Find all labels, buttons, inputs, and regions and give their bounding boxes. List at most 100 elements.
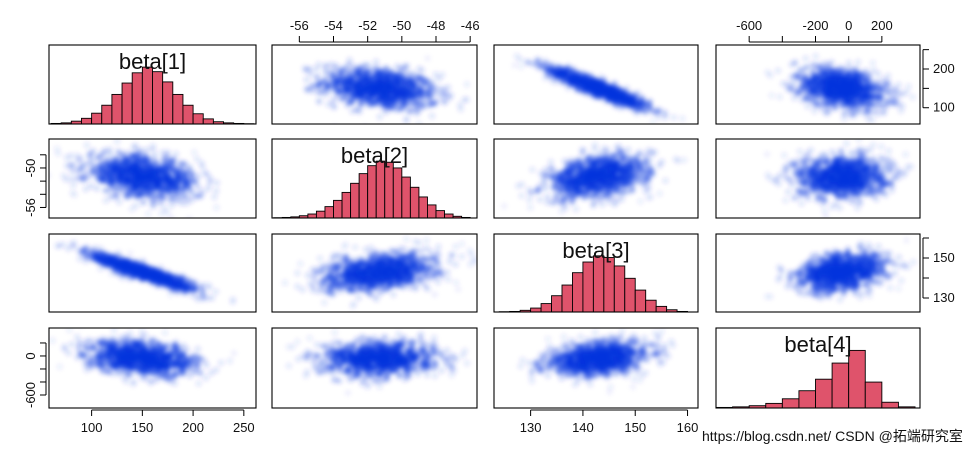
density-point — [163, 159, 171, 166]
density-point — [92, 169, 99, 176]
density-point — [349, 75, 356, 83]
density-point — [331, 84, 338, 92]
density-point — [302, 66, 309, 74]
density-point — [815, 63, 822, 70]
diagonal-label-beta1: beta[1] — [119, 49, 186, 74]
density-point — [826, 62, 834, 70]
density-point — [181, 171, 188, 179]
histogram-bar — [392, 167, 403, 218]
density-point — [869, 59, 876, 67]
density-point — [850, 112, 858, 119]
density-point — [77, 155, 85, 162]
density-point — [517, 63, 525, 70]
density-point — [205, 185, 212, 192]
density-point — [81, 174, 89, 181]
density-point — [134, 163, 141, 171]
density-point — [357, 100, 364, 107]
density-point — [148, 162, 156, 170]
density-point — [88, 159, 95, 167]
density-point — [527, 204, 534, 211]
density-point — [415, 73, 422, 80]
density-point — [308, 82, 316, 89]
density-point — [795, 88, 802, 95]
density-point — [141, 172, 149, 179]
density-point — [606, 167, 614, 174]
histogram-bar — [162, 81, 174, 124]
density-point — [566, 78, 573, 85]
density-point — [314, 73, 321, 80]
histogram-bar — [409, 186, 420, 218]
density-point — [841, 78, 848, 86]
density-point — [619, 96, 627, 103]
density-point — [625, 91, 632, 99]
density-point — [140, 151, 148, 158]
density-point — [199, 163, 206, 170]
density-point — [633, 110, 641, 117]
density-point — [610, 184, 617, 192]
density-point — [840, 84, 847, 92]
density-point — [388, 97, 396, 105]
density-point — [804, 77, 812, 85]
density-beta1-vs-beta4 — [764, 53, 916, 124]
density-point — [602, 171, 609, 179]
density-point — [624, 179, 631, 186]
density-beta2-vs-beta3 — [501, 141, 688, 215]
density-point — [161, 205, 168, 213]
density-point — [605, 90, 612, 98]
density-point — [656, 190, 663, 197]
density-point — [180, 180, 188, 188]
density-point — [206, 179, 213, 186]
density-point — [575, 69, 583, 77]
density-point — [575, 77, 583, 84]
density-point — [112, 161, 119, 168]
density-point — [877, 97, 884, 104]
density-point — [403, 62, 410, 70]
panel-border — [48, 138, 257, 219]
density-point — [315, 98, 323, 105]
density-point — [83, 142, 90, 149]
density-point — [320, 79, 328, 86]
density-point — [178, 199, 185, 207]
histogram-bar — [350, 182, 360, 218]
density-point — [662, 177, 669, 184]
density-point — [169, 184, 177, 191]
density-point — [559, 174, 566, 181]
density-point — [680, 156, 688, 164]
density-point — [637, 172, 644, 180]
density-point — [845, 59, 853, 67]
density-point — [611, 86, 618, 93]
density-point — [865, 115, 872, 123]
density-point — [598, 80, 605, 88]
density-point — [547, 158, 555, 166]
density-point — [307, 70, 315, 78]
density-point — [413, 110, 421, 117]
density-point — [115, 198, 123, 206]
density-point — [381, 80, 389, 88]
density-point — [798, 66, 805, 74]
density-point — [810, 76, 817, 84]
density-point — [204, 171, 211, 179]
density-point — [824, 99, 832, 106]
density-point — [588, 75, 596, 82]
density-point — [407, 107, 414, 114]
density-point — [909, 93, 916, 101]
density-point — [787, 86, 794, 93]
density-point — [870, 67, 877, 74]
density-point — [608, 97, 616, 105]
density-beta2-vs-beta4 — [763, 139, 915, 218]
density-point — [831, 103, 838, 110]
density-point — [830, 67, 837, 74]
density-point — [332, 72, 339, 79]
density-point — [441, 99, 449, 106]
density-point — [803, 72, 810, 80]
density-point — [100, 149, 108, 156]
histogram-bar — [182, 104, 194, 124]
density-point — [804, 103, 811, 110]
histogram-bar — [91, 112, 103, 124]
density-point — [158, 210, 165, 217]
density-point — [670, 114, 677, 121]
density-point — [135, 181, 142, 188]
density-point — [640, 108, 648, 116]
density-point — [99, 177, 106, 184]
